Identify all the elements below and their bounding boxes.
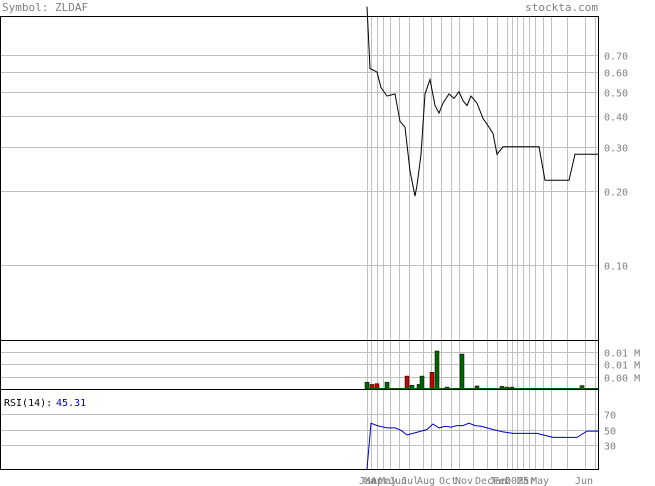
volume-tick-label: 0.00 M xyxy=(604,374,640,385)
price-series xyxy=(366,6,599,197)
volume-bars xyxy=(364,350,598,390)
x-tick-label: Nov xyxy=(455,476,473,486)
rsi-series xyxy=(366,422,599,470)
volume-bar xyxy=(459,353,465,390)
rsi-line xyxy=(366,422,599,470)
x-tick-label: Mar xyxy=(517,476,535,486)
rsi-tick-label: 70 xyxy=(604,411,616,422)
price-line xyxy=(366,6,599,197)
x-tick-label: Jun xyxy=(575,476,593,486)
price-tick-label: 0.40 xyxy=(604,113,628,124)
price-tick-label: 0.60 xyxy=(604,69,628,80)
volume-tick-label: 0.01 M xyxy=(604,349,640,360)
x-tick-label: Feb xyxy=(493,476,511,486)
rsi-tick-label: 50 xyxy=(604,427,616,438)
site-label: stockta.com xyxy=(525,1,598,14)
panel-frames xyxy=(0,16,599,470)
volume-tick-label: 0.01 M xyxy=(604,361,640,372)
x-tick-label: Mar xyxy=(364,476,382,486)
price-tick-label: 0.10 xyxy=(604,262,628,273)
volume-bar xyxy=(429,372,435,390)
volume-bar xyxy=(384,381,390,390)
symbol-label: Symbol: ZLDAF xyxy=(2,1,88,14)
price-tick-label: 0.20 xyxy=(604,188,628,199)
rsi-label: RSI(14): xyxy=(4,398,52,409)
x-tick-label: Jun xyxy=(389,476,407,486)
chart-grid xyxy=(1,17,598,469)
volume-bar xyxy=(364,381,370,390)
price-panel-frame xyxy=(0,16,599,341)
rsi-value: 45.31 xyxy=(56,398,86,409)
x-tick-label: Oct xyxy=(439,476,457,486)
axis-labels: 0.70 0.60 0.50 0.40 0.30 0.20 0.10 0.01 M0.01 M… xyxy=(359,52,640,486)
x-tick-label: Dec xyxy=(475,476,493,486)
x-tick-label: Jan xyxy=(359,476,377,486)
x-tick-label: Aug xyxy=(417,476,435,486)
price-tick-label: 0.30 xyxy=(604,144,628,155)
rsi-panel-frame xyxy=(0,389,599,470)
x-tick-label: Jul xyxy=(401,476,419,486)
volume-bar xyxy=(404,375,410,390)
x-tick-label: Apr xyxy=(371,476,389,486)
price-tick-label: 0.70 xyxy=(604,52,628,63)
x-tick-label: 2025 xyxy=(505,476,529,486)
x-tick-label: Jan xyxy=(489,476,507,486)
rsi-tick-label: 30 xyxy=(604,442,616,453)
price-tick-label: 0.50 xyxy=(604,89,628,100)
volume-bar xyxy=(434,350,440,390)
x-tick-label: May xyxy=(531,476,549,486)
volume-bar xyxy=(419,375,425,390)
x-tick-label: May xyxy=(379,476,397,486)
